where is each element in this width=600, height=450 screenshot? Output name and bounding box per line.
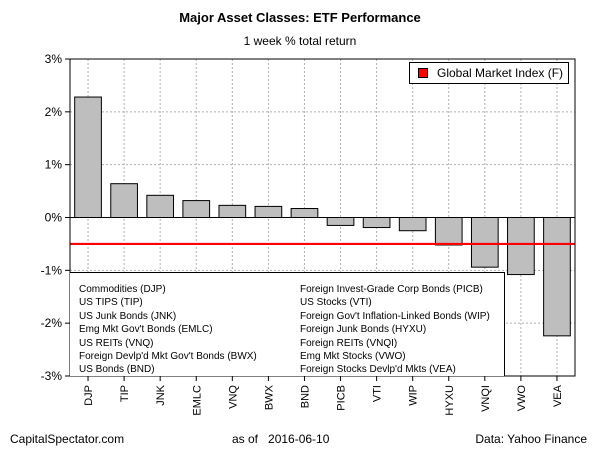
key-entry: US Junk Bonds (JNK) xyxy=(79,310,177,322)
bar xyxy=(254,205,283,218)
x-tick-label: BWX xyxy=(263,384,275,410)
bar xyxy=(290,208,319,218)
bar xyxy=(543,217,571,337)
y-tick-label: 1% xyxy=(45,158,63,172)
key-entry: Foreign Junk Bonds (HYXU) xyxy=(300,324,427,336)
x-tick-label: VNQ xyxy=(227,385,239,409)
footer-data-source: Data: Yahoo Finance xyxy=(475,432,587,446)
x-tick-label: TIP xyxy=(119,385,131,402)
x-tick-label: WIP xyxy=(408,385,420,406)
key-entry: US Bonds (BND) xyxy=(79,364,155,376)
key-entry: US REITs (VNQ) xyxy=(79,337,154,349)
bar xyxy=(74,96,102,218)
y-tick-label: 0% xyxy=(45,211,63,225)
y-tick-label: 2% xyxy=(45,105,63,119)
bar xyxy=(362,217,391,229)
x-tick-label: BND xyxy=(299,385,311,408)
key-entry: Commodities (DJP) xyxy=(79,284,166,295)
chart-subtitle: 1 week % total return xyxy=(243,34,357,48)
x-tick-label: EMLC xyxy=(191,385,203,416)
ticker-key-right: Foreign Invest-Grade Corp Bonds (PICB) U… xyxy=(300,283,490,377)
bar xyxy=(398,217,427,232)
key-entry: Foreign Gov't Inflation-Linked Bonds (WI… xyxy=(300,310,490,322)
bar xyxy=(326,217,355,226)
key-entry: Foreign Invest-Grade Corp Bonds (PICB) xyxy=(300,284,483,295)
key-entry: US TIPS (TIP) xyxy=(79,297,143,309)
legend-swatch xyxy=(418,68,428,78)
x-tick-label: HYXU xyxy=(444,385,456,416)
key-entry: Emg Mkt Stocks (VWO) xyxy=(300,351,406,363)
footer-source-site: CapitalSpectator.com xyxy=(10,432,125,446)
x-tick-label: VEA xyxy=(552,384,564,407)
y-tick-label: -3% xyxy=(41,369,63,383)
key-entry: Foreign Devlp'd Mkt Gov't Bonds (BWX) xyxy=(79,351,257,363)
footer-as-of-date: as of 2016-06-10 xyxy=(232,432,330,446)
x-tick-label: JNK xyxy=(155,384,167,405)
x-tick-label: VNQI xyxy=(480,385,492,412)
ticker-key-left: Commodities (DJP) US TIPS (TIP) US Junk … xyxy=(79,283,257,377)
y-tick-label: -1% xyxy=(41,263,63,277)
x-tick-label: VWO xyxy=(516,385,528,412)
bar xyxy=(146,194,175,218)
key-entry: Emg Mkt Gov't Bonds (EMLC) xyxy=(79,324,213,336)
bar xyxy=(182,200,211,219)
key-entry: Foreign REITs (VNQI) xyxy=(300,337,398,349)
x-tick-label: VTI xyxy=(372,385,384,402)
y-tick-label: -2% xyxy=(41,316,63,330)
chart-title: Major Asset Classes: ETF Performance xyxy=(179,10,421,25)
x-tick-label: DJP xyxy=(83,385,95,406)
y-tick-label: 3% xyxy=(45,52,63,66)
x-tick-label: PICB xyxy=(336,385,348,411)
bar xyxy=(507,217,535,276)
ticker-key: Commodities (DJP) US TIPS (TIP) US Junk … xyxy=(70,272,505,376)
bar xyxy=(218,204,247,218)
legend-label: Global Market Index (F) xyxy=(437,66,564,80)
key-entry: US Stocks (VTI) xyxy=(300,297,372,309)
legend: Global Market Index (F) xyxy=(409,62,569,84)
bar xyxy=(470,217,499,268)
bar xyxy=(110,183,138,218)
bar xyxy=(434,217,463,246)
key-entry: Foreign Stocks Devlp'd Mkts (VEA) xyxy=(300,364,456,376)
